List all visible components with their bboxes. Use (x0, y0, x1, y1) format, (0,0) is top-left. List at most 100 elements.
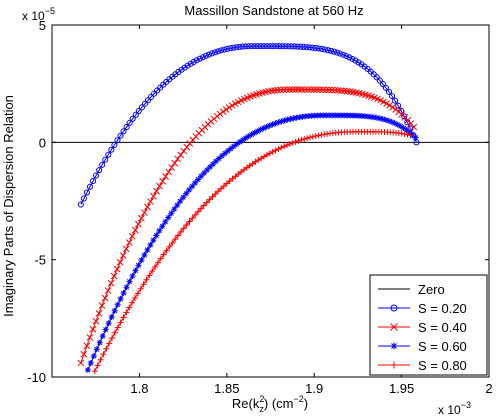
marker-stroke (287, 116, 293, 122)
marker-circle (233, 44, 240, 51)
marker-circle (114, 137, 121, 144)
marker-circle (276, 43, 283, 50)
x-multiplier-base: x 10 (438, 403, 461, 417)
marker-x (322, 86, 330, 94)
marker-circle (96, 167, 103, 174)
marker-circle (285, 43, 292, 50)
marker-star (227, 145, 234, 152)
marker-circle (303, 44, 310, 51)
marker-x (174, 155, 182, 163)
marker-stroke (292, 86, 300, 93)
marker-x (280, 86, 288, 94)
marker-plus (189, 215, 196, 222)
marker-circle (86, 183, 94, 190)
marker-circle (129, 115, 136, 122)
marker-x (98, 302, 106, 309)
x-tick-label: 1.9 (305, 381, 323, 396)
marker-stroke (401, 125, 407, 131)
marker-circle (385, 88, 393, 95)
marker-x (383, 100, 390, 107)
marker-circle (93, 172, 100, 179)
legend-label: S = 0.60 (418, 339, 467, 354)
marker-circle (224, 45, 231, 52)
marker-stroke (159, 177, 166, 185)
marker-star (120, 289, 127, 296)
marker-circle (294, 43, 301, 50)
marker-plus (126, 304, 133, 311)
marker-x (168, 164, 176, 171)
marker-star (218, 152, 225, 159)
marker-circle (263, 43, 271, 50)
marker-x (304, 86, 312, 93)
marker-stroke (125, 239, 133, 246)
marker-stroke (401, 113, 409, 121)
marker-x (410, 123, 418, 131)
marker-plus (209, 193, 216, 200)
marker-x (95, 309, 103, 317)
marker-stroke (122, 245, 130, 253)
marker-plus (272, 147, 279, 154)
x-label-mid: ) (cm (264, 396, 294, 411)
marker-plus (312, 133, 319, 140)
x-tick-label: 1.8 (130, 381, 148, 396)
marker-star (147, 242, 154, 249)
marker-stroke (77, 359, 85, 367)
marker-circle (187, 60, 194, 67)
marker-x (150, 192, 157, 200)
marker-circle (390, 304, 398, 312)
marker-stroke (98, 302, 106, 309)
marker-circle (340, 51, 347, 58)
x-tick-label: 2 (485, 381, 492, 396)
marker-plus (137, 285, 144, 292)
marker-stroke (86, 334, 94, 341)
marker-star (84, 366, 91, 373)
marker-circle (86, 183, 94, 190)
marker-circle (187, 60, 194, 67)
marker-circle (190, 58, 197, 65)
marker-circle (395, 102, 402, 109)
marker-x (283, 86, 291, 93)
series-2 (77, 86, 418, 367)
marker-star (117, 295, 124, 302)
marker-plus (200, 202, 207, 209)
chart-title: Massillon Sandstone at 560 Hz (184, 3, 363, 18)
marker-stroke (371, 94, 378, 102)
marker-circle (349, 55, 356, 62)
marker-circle (89, 178, 97, 185)
marker-circle (327, 47, 335, 54)
marker-x (307, 86, 315, 93)
marker-star (105, 320, 112, 327)
marker-circle (257, 43, 264, 50)
marker-x (110, 272, 118, 280)
marker-plus (281, 143, 288, 150)
series-layer (52, 43, 489, 375)
marker-circle (117, 132, 124, 139)
marker-circle (114, 137, 121, 144)
marker-stroke (104, 287, 112, 294)
marker-stroke (365, 92, 372, 99)
marker-plus (103, 345, 110, 352)
marker-circle (413, 139, 420, 146)
marker-circle (254, 43, 261, 50)
marker-stroke (404, 116, 412, 124)
marker-circle (392, 97, 399, 104)
marker-plus (298, 136, 305, 143)
marker-stroke (340, 87, 348, 95)
marker-x (162, 173, 169, 180)
marker-stroke (141, 209, 148, 216)
legend-box (369, 274, 488, 376)
marker-stroke (174, 202, 180, 208)
marker-circle (297, 43, 304, 50)
marker-circle (270, 43, 277, 50)
marker-circle (193, 57, 200, 64)
marker-circle (352, 57, 359, 64)
marker-star (198, 173, 205, 180)
marker-x (325, 86, 333, 94)
marker-stroke (377, 96, 384, 104)
marker-stroke (89, 325, 97, 333)
marker-stroke (156, 228, 162, 234)
marker-circle (279, 43, 286, 50)
series-3 (84, 112, 419, 373)
marker-star (156, 227, 163, 234)
marker-circle (144, 97, 152, 104)
